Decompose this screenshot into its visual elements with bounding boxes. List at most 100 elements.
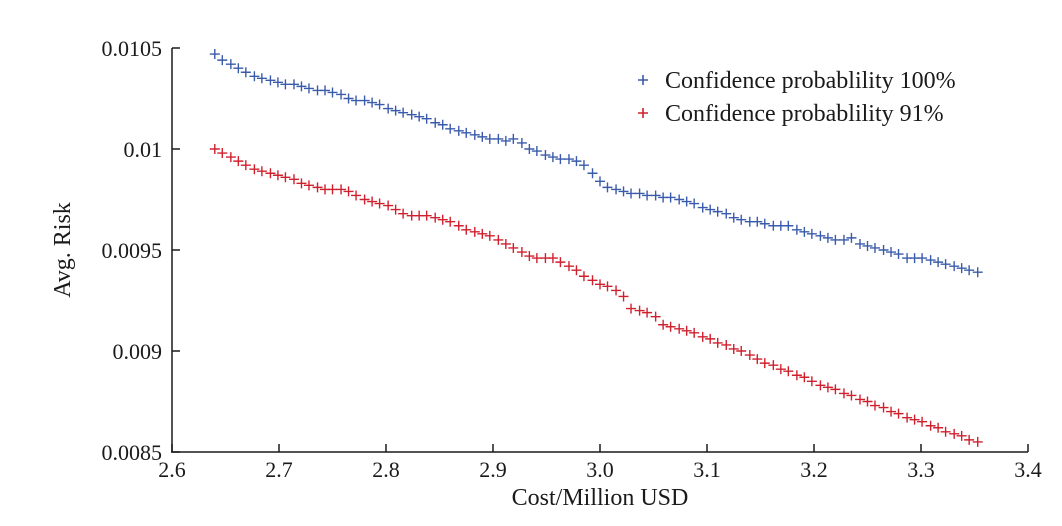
x-tick-label: 3.3 xyxy=(907,457,935,482)
data-point xyxy=(886,247,897,258)
data-point xyxy=(964,265,975,276)
data-point xyxy=(736,214,747,225)
data-point xyxy=(587,168,598,179)
data-point xyxy=(721,339,732,350)
x-tick-label: 3.1 xyxy=(693,457,721,482)
data-point xyxy=(626,188,637,199)
data-point xyxy=(618,291,629,302)
data-point xyxy=(445,123,456,134)
data-point xyxy=(775,364,786,375)
data-point xyxy=(956,263,967,274)
data-point xyxy=(343,186,354,197)
data-point xyxy=(626,303,637,314)
data-point xyxy=(909,414,920,425)
data-point xyxy=(728,343,739,354)
data-point xyxy=(806,228,817,239)
data-point xyxy=(265,168,276,179)
y-tick-label: 0.0095 xyxy=(102,238,163,263)
data-point xyxy=(303,180,314,191)
data-point xyxy=(642,307,653,318)
data-point xyxy=(878,402,889,413)
data-point xyxy=(650,311,661,322)
data-point xyxy=(516,137,527,148)
data-point xyxy=(225,59,236,70)
data-point xyxy=(578,271,589,282)
series-confidence-100 xyxy=(209,49,983,278)
data-point xyxy=(469,129,480,140)
data-point xyxy=(555,154,566,165)
data-point xyxy=(838,388,849,399)
data-point xyxy=(862,396,873,407)
y-tick-label: 0.01 xyxy=(124,137,163,162)
data-point xyxy=(855,394,866,405)
x-axis-label: Cost/Million USD xyxy=(512,485,689,511)
data-point xyxy=(217,55,228,66)
data-point xyxy=(869,242,880,253)
data-point xyxy=(540,150,551,161)
data-point xyxy=(949,261,960,272)
data-point xyxy=(531,146,542,157)
data-point xyxy=(933,422,944,433)
data-point xyxy=(374,99,385,110)
data-point xyxy=(712,337,723,348)
data-point xyxy=(705,204,716,215)
data-point xyxy=(815,230,826,241)
x-tick-label: 2.7 xyxy=(265,457,293,482)
data-point xyxy=(752,354,763,365)
data-point xyxy=(563,154,574,165)
data-point xyxy=(430,117,441,128)
data-point xyxy=(933,257,944,268)
data-point xyxy=(398,107,409,118)
data-point xyxy=(689,327,700,338)
data-point xyxy=(296,178,307,189)
data-point xyxy=(421,210,432,221)
data-point xyxy=(437,119,448,130)
data-point xyxy=(484,230,495,241)
data-point xyxy=(940,259,951,270)
y-ticks: 0.0085 0.009 0.0095 0.01 0.0105 xyxy=(102,36,180,465)
data-point xyxy=(288,79,299,90)
x-tick-label: 3.2 xyxy=(800,457,828,482)
data-point xyxy=(822,232,833,243)
data-point xyxy=(280,79,291,90)
data-point xyxy=(343,93,354,104)
data-point xyxy=(272,170,283,181)
data-point xyxy=(862,240,873,251)
data-point xyxy=(705,333,716,344)
data-point xyxy=(383,200,394,211)
data-point xyxy=(925,255,936,266)
data-point xyxy=(272,77,283,88)
data-point xyxy=(799,372,810,383)
legend-marker xyxy=(638,75,648,85)
data-point xyxy=(563,261,574,272)
data-point xyxy=(414,111,425,122)
data-point xyxy=(728,212,739,223)
data-point xyxy=(327,87,338,98)
x-tick-label: 3.4 xyxy=(1014,457,1042,482)
data-point xyxy=(618,186,629,197)
data-point xyxy=(217,148,228,159)
data-point xyxy=(902,412,913,423)
data-point xyxy=(611,184,622,195)
data-point xyxy=(209,49,220,60)
data-point xyxy=(421,113,432,124)
data-point xyxy=(830,384,841,395)
data-point xyxy=(956,430,967,441)
data-point xyxy=(383,103,394,114)
data-point xyxy=(359,194,370,205)
data-point xyxy=(453,125,464,136)
data-point xyxy=(893,249,904,260)
data-point xyxy=(225,152,236,163)
data-point xyxy=(493,234,504,245)
data-point xyxy=(351,95,362,106)
data-point xyxy=(437,214,448,225)
legend-marker xyxy=(638,108,648,118)
data-point xyxy=(697,202,708,213)
data-point xyxy=(555,257,566,268)
data-point xyxy=(893,408,904,419)
data-point xyxy=(759,218,770,229)
data-point xyxy=(312,182,323,193)
data-point xyxy=(524,251,535,262)
data-point xyxy=(477,131,488,142)
data-point xyxy=(508,133,519,144)
